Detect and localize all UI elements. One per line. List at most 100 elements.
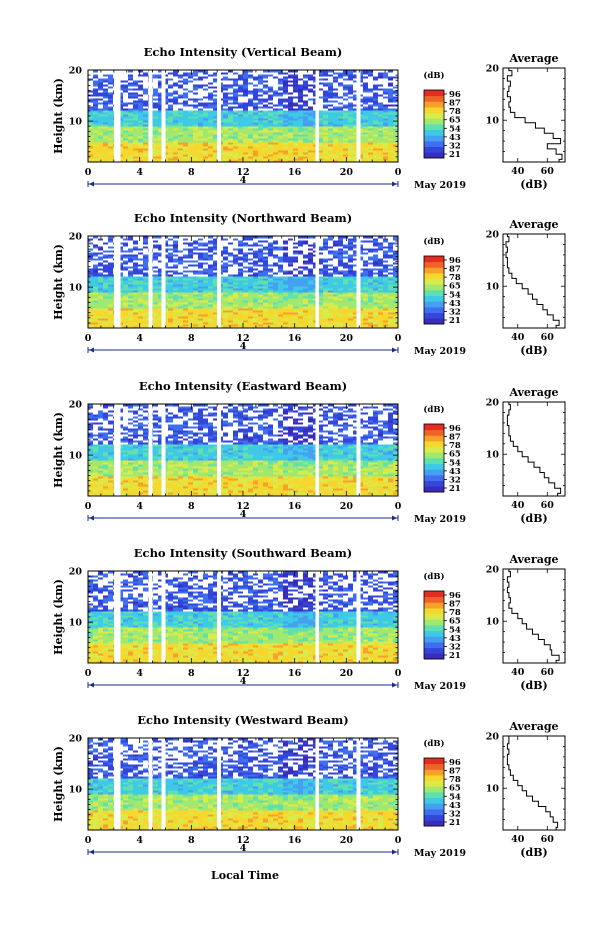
heatmap-cell xyxy=(138,84,144,87)
heatmap-cell xyxy=(298,98,304,101)
heatmap-cell xyxy=(333,122,339,125)
heatmap-cell xyxy=(283,112,289,115)
heatmap-cell xyxy=(118,118,124,121)
heatmap-cell xyxy=(293,124,299,127)
heatmap-cell xyxy=(323,84,329,87)
heatmap-cell xyxy=(348,100,354,103)
heatmap-cell xyxy=(358,118,364,121)
heatmap-cell xyxy=(153,96,159,99)
heatmap-cell xyxy=(283,78,289,81)
heatmap-cell xyxy=(133,76,139,79)
heatmap-cell xyxy=(378,128,384,131)
heatmap-cell xyxy=(258,80,264,83)
heatmap-cell xyxy=(248,84,254,87)
colorbar-swatch xyxy=(424,152,444,159)
heatmap-cell xyxy=(143,134,149,137)
heatmap-cell xyxy=(368,154,374,157)
heatmap-cell xyxy=(158,112,164,115)
heatmap-cell xyxy=(88,86,94,89)
heatmap-cell xyxy=(128,154,134,157)
heatmap-cell xyxy=(228,76,234,79)
heatmap-cell xyxy=(183,156,189,159)
heatmap-cell xyxy=(173,110,179,113)
heatmap-cell xyxy=(128,146,134,149)
heatmap-cell xyxy=(328,108,334,111)
heatmap-cell xyxy=(353,150,359,153)
heatmap-cell xyxy=(258,72,264,75)
heatmap-cell xyxy=(393,158,399,161)
heatmap-cell xyxy=(363,144,369,147)
heatmap-cell xyxy=(253,142,259,145)
x-tick-label: 8 xyxy=(188,167,195,178)
heatmap-cell xyxy=(158,88,164,91)
heatmap-cell xyxy=(123,96,129,99)
heatmap-cell xyxy=(108,88,114,91)
heatmap-cell xyxy=(253,102,259,105)
heatmap-cell xyxy=(143,126,149,129)
heatmap-cell xyxy=(238,154,244,157)
heatmap-cell xyxy=(178,130,184,133)
heatmap-cell xyxy=(133,140,139,143)
heatmap-cell xyxy=(258,118,264,121)
heatmap-cell xyxy=(258,160,264,163)
heatmap-cell xyxy=(258,94,264,97)
heatmap-cell xyxy=(258,136,264,139)
heatmap-cell xyxy=(298,116,304,119)
heatmap-cell xyxy=(288,78,294,81)
heatmap-cell xyxy=(308,114,314,117)
heatmap-cell xyxy=(248,152,254,155)
heatmap-cell xyxy=(363,82,369,85)
heatmap-cell xyxy=(193,134,199,137)
heatmap-cell xyxy=(198,152,204,155)
heatmap-cell xyxy=(143,114,149,117)
colorbar-tick-label: 96 xyxy=(449,90,461,100)
heatmap-cell xyxy=(143,86,149,89)
heatmap-cell xyxy=(248,92,254,95)
heatmap-cell xyxy=(303,138,309,141)
heatmap-cell xyxy=(203,132,209,135)
heatmap-cell xyxy=(243,88,249,91)
heatmap-cell xyxy=(353,98,359,101)
heatmap-cell xyxy=(203,136,209,139)
heatmap-cell xyxy=(363,142,369,145)
heatmap-cell xyxy=(103,146,109,149)
heatmap-cell xyxy=(243,122,249,125)
heatmap-cell xyxy=(93,112,99,115)
heatmap-cell xyxy=(188,124,194,127)
heatmap-cell xyxy=(273,124,279,127)
heatmap-cell xyxy=(128,72,134,75)
heatmap-cell xyxy=(193,136,199,139)
heatmap-cell xyxy=(153,94,159,97)
heatmap-cell xyxy=(233,104,239,107)
heatmap-cell xyxy=(248,110,254,113)
heatmap-cell xyxy=(393,86,399,89)
heatmap-cell xyxy=(308,78,314,81)
heatmap-cell xyxy=(208,144,214,147)
heatmap-cell xyxy=(163,96,169,99)
heatmap-cell xyxy=(393,126,399,129)
heatmap-cell xyxy=(228,82,234,85)
heatmap-cell xyxy=(173,148,179,151)
heatmap-cell xyxy=(383,150,389,153)
heatmap-cell xyxy=(143,116,149,119)
heatmap-cell xyxy=(338,102,344,105)
heatmap-cell xyxy=(273,122,279,125)
heatmap-cell xyxy=(103,76,109,79)
heatmap-cell xyxy=(338,80,344,83)
heatmap-cell xyxy=(353,96,359,99)
heatmap-cell xyxy=(153,158,159,161)
heatmap-cell xyxy=(123,90,129,93)
heatmap-cell xyxy=(273,158,279,161)
heatmap-cell xyxy=(248,96,254,99)
heatmap-cell xyxy=(333,80,339,83)
heatmap-cell xyxy=(268,84,274,87)
heatmap-cell xyxy=(208,72,214,75)
heatmap-cell xyxy=(228,130,234,133)
heatmap-cell xyxy=(93,86,99,89)
heatmap-cell xyxy=(153,72,159,75)
heatmap-cell xyxy=(303,112,309,115)
heatmap-cell xyxy=(88,106,94,109)
heatmap-cell xyxy=(138,76,144,79)
heatmap-cell xyxy=(118,78,124,81)
